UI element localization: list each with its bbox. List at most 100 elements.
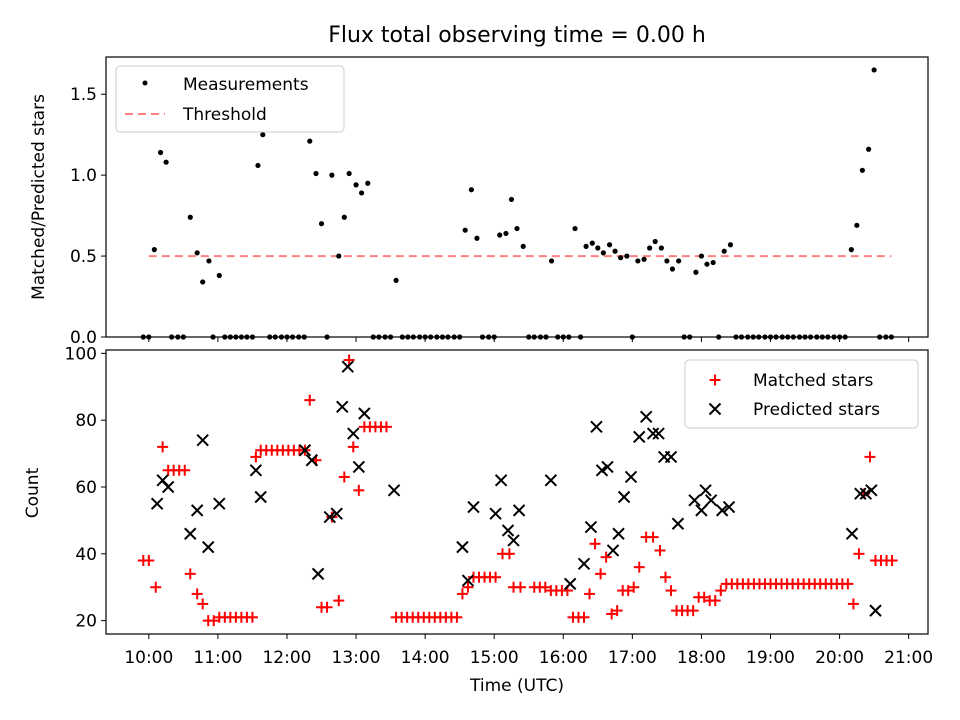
legend-matched-marker bbox=[709, 374, 721, 386]
legend-measurements-label: Measurements bbox=[183, 75, 309, 95]
matched-point bbox=[628, 581, 640, 593]
predicted-point bbox=[512, 504, 526, 517]
matched-point bbox=[157, 441, 169, 453]
measurement-point bbox=[468, 187, 475, 193]
matched-point bbox=[864, 451, 876, 463]
measurement-point bbox=[508, 196, 515, 203]
measurement-point bbox=[595, 245, 601, 251]
matched-point bbox=[191, 588, 203, 600]
measurement-point bbox=[358, 190, 365, 196]
measurement-point bbox=[647, 245, 653, 251]
predicted-point bbox=[601, 460, 614, 474]
measurement-point bbox=[393, 277, 399, 283]
time-x-tick-label: 21:00 bbox=[884, 648, 933, 668]
measurement-point bbox=[233, 334, 239, 340]
matched-point bbox=[250, 451, 262, 463]
measurement-point bbox=[474, 235, 480, 241]
predicted-points bbox=[150, 360, 882, 617]
predicted-point bbox=[671, 517, 685, 530]
matched-point bbox=[333, 595, 345, 607]
predicted-point bbox=[590, 420, 603, 434]
matched-point bbox=[600, 551, 612, 563]
measurement-point bbox=[353, 182, 359, 188]
matched-point bbox=[321, 601, 333, 613]
predicted-point bbox=[467, 500, 480, 514]
measurement-point bbox=[721, 248, 727, 254]
predicted-point bbox=[341, 360, 354, 373]
matched-point bbox=[606, 608, 618, 620]
time-x-tick-label: 12:00 bbox=[262, 648, 311, 668]
measurement-point bbox=[479, 334, 486, 340]
time-x-tick-label: 16:00 bbox=[539, 648, 588, 668]
measurement-point bbox=[180, 334, 186, 340]
time-x-tick-label: 11:00 bbox=[193, 648, 242, 668]
matched-point bbox=[353, 484, 365, 496]
measurement-point bbox=[289, 334, 296, 340]
measurement-point bbox=[635, 258, 641, 264]
measurement-point bbox=[244, 334, 250, 340]
predicted-point bbox=[161, 480, 175, 494]
measurement-point bbox=[417, 334, 423, 340]
ratio-axes-frame bbox=[105, 56, 929, 338]
measurement-point bbox=[779, 334, 785, 340]
measurement-point bbox=[859, 167, 865, 173]
measurement-point bbox=[175, 334, 181, 340]
predicted-point bbox=[595, 464, 609, 477]
predicted-point bbox=[323, 510, 337, 524]
measurement-point bbox=[520, 243, 526, 249]
matched-point bbox=[633, 561, 645, 573]
measurement-point bbox=[329, 172, 335, 178]
matched-point bbox=[326, 511, 338, 523]
measurement-point bbox=[807, 334, 814, 340]
matched-point bbox=[347, 441, 359, 453]
measurement-point bbox=[238, 334, 244, 340]
legend-threshold-label: Threshold bbox=[182, 105, 267, 125]
ratio-y-tick-label: 0.0 bbox=[70, 328, 97, 348]
measurement-point bbox=[865, 146, 872, 152]
matched-point bbox=[660, 571, 672, 583]
measurement-point bbox=[785, 334, 791, 340]
measurement-point bbox=[796, 334, 803, 340]
ratio-y-tick-label: 1.0 bbox=[70, 166, 97, 186]
measurement-point bbox=[848, 247, 854, 253]
predicted-point bbox=[330, 507, 343, 520]
matched-point bbox=[184, 568, 196, 580]
predicted-point bbox=[202, 540, 215, 554]
ratio-y-tick-label: 1.5 bbox=[70, 85, 97, 105]
predicted-point bbox=[664, 450, 678, 464]
count-y-tick-label: 20 bbox=[75, 612, 97, 632]
legend-matched-label: Matched stars bbox=[753, 371, 873, 391]
measurement-point bbox=[157, 149, 164, 156]
time-x-tick-label: 18:00 bbox=[677, 648, 726, 668]
measurement-points bbox=[140, 67, 894, 340]
matched-point bbox=[578, 611, 590, 623]
matched-point bbox=[665, 585, 677, 597]
matched-point bbox=[503, 548, 515, 560]
predicted-point bbox=[190, 504, 204, 517]
ratio-y-label: Matched/Predicted stars bbox=[29, 94, 49, 300]
legend-predicted-label: Predicted stars bbox=[753, 400, 880, 420]
measurement-point bbox=[572, 225, 578, 232]
measurement-point bbox=[566, 334, 572, 340]
matched-point bbox=[847, 598, 859, 610]
measurement-point bbox=[370, 334, 376, 340]
predicted-point bbox=[150, 497, 164, 510]
predicted-point bbox=[254, 490, 267, 504]
count-y-label: Count bbox=[23, 467, 43, 518]
predicted-point bbox=[305, 454, 319, 467]
predicted-point bbox=[489, 507, 502, 520]
measurement-point bbox=[790, 334, 796, 340]
measurement-point bbox=[200, 279, 206, 285]
measurement-point bbox=[318, 221, 325, 227]
predicted-point bbox=[699, 484, 712, 497]
time-x-tick-label: 19:00 bbox=[746, 648, 795, 668]
measurement-point bbox=[583, 243, 589, 249]
measurement-point bbox=[577, 334, 584, 340]
matched-point bbox=[654, 544, 666, 556]
measurement-point bbox=[336, 253, 342, 259]
predicted-point bbox=[213, 497, 226, 510]
legend-predicted-marker bbox=[708, 402, 722, 416]
measurement-point bbox=[814, 334, 820, 340]
measurement-point bbox=[854, 222, 860, 228]
measurement-point bbox=[669, 266, 676, 272]
